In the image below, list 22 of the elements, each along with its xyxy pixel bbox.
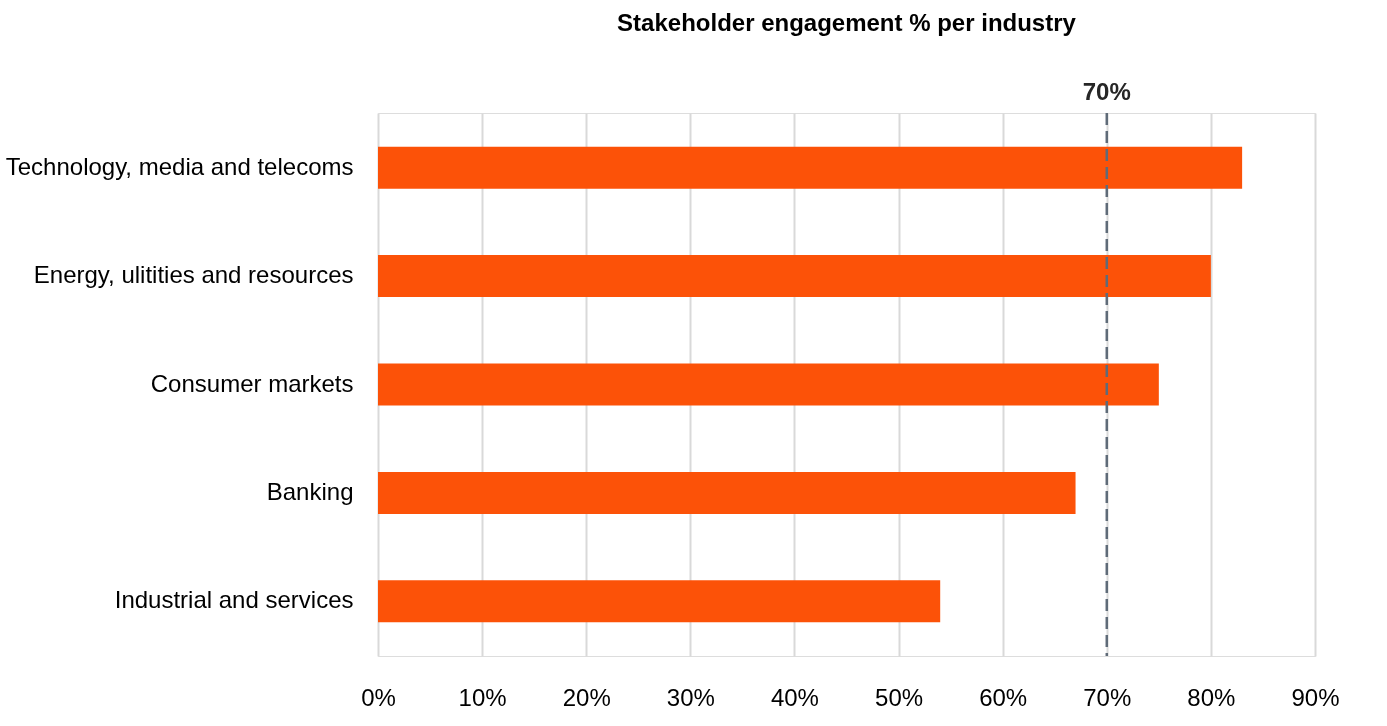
x-tick-label: 10% [458, 683, 507, 711]
y-tick-label: Consumer markets [150, 369, 354, 397]
y-tick-label: Banking [266, 477, 354, 505]
bar [378, 146, 1243, 189]
x-tick-label: 60% [979, 683, 1028, 711]
y-tick-label: Energy, ulitities and resources [33, 261, 354, 289]
bar [378, 363, 1159, 406]
bar [378, 580, 941, 623]
y-tick-label: Industrial and services [114, 586, 354, 614]
x-tick-label: 90% [1291, 683, 1340, 711]
bar [378, 471, 1076, 514]
x-tick-label: 30% [666, 683, 715, 711]
x-tick-label: 50% [875, 683, 924, 711]
ref-line-label: 70% [1082, 78, 1131, 105]
x-tick-label: 80% [1187, 683, 1236, 711]
chart-title: Stakeholder engagement % per industry [617, 9, 1077, 36]
x-tick-label: 20% [562, 683, 611, 711]
x-tick-label: 0% [361, 683, 396, 711]
bar [378, 255, 1211, 298]
x-tick-label: 40% [770, 683, 819, 711]
x-tick-label: 70% [1083, 683, 1132, 711]
y-tick-label: Technology, media and telecoms [5, 152, 354, 180]
